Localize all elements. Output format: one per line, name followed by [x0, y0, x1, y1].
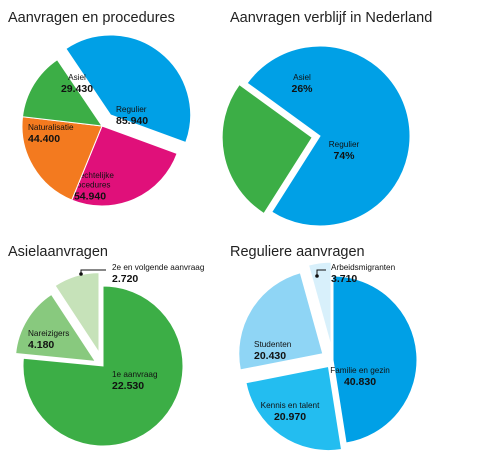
- pie-chart-4: Reguliere aanvragen Familie en gezin 40.83…: [230, 244, 418, 452]
- chart-1-slice-2-label: Gerechtelijke procedures 54.940: [66, 171, 114, 203]
- chart-3-slice-3-label: 2e en volgende aanvraag 2.720: [112, 263, 205, 285]
- chart-1-title: Aanvragen en procedures: [8, 10, 175, 26]
- chart-3-slice-3-leader-dot: [79, 272, 83, 276]
- chart-1-slice-3-label: Naturalisatie 44.400: [28, 123, 74, 145]
- chart-4-title: Reguliere aanvragen: [230, 244, 365, 260]
- chart-4-slice-1: [332, 275, 418, 444]
- chart-1-slice-4-label: Asiel 29.430: [61, 73, 93, 95]
- pie-chart-3: Asielaanvragen 1e aanvraag 22.530 Nareizige…: [8, 244, 205, 447]
- chart-3-slice-2: [15, 293, 97, 362]
- chart-1-slice-4: [21, 58, 104, 127]
- chart-3-title: Asielaanvragen: [8, 244, 108, 260]
- chart-3-slice-1-label: 1e aanvraag 22.530: [112, 370, 158, 392]
- chart-4-slice-2: [245, 365, 343, 452]
- chart-4-slice-2-label: Kennis en talent 20.970: [261, 401, 320, 423]
- chart-2-slice-2-label: Asiel 26%: [291, 73, 313, 95]
- pie-chart-1: Aanvragen en procedures Regulier 85.940 Ger…: [8, 10, 192, 207]
- chart-1-slice-1-label: Regulier 85.940: [116, 105, 148, 127]
- chart-4-slice-4-leader-dot: [315, 274, 319, 278]
- chart-3-slice-3: [54, 272, 100, 355]
- chart-4-slice-1-label: Familie en gezin 40.830: [330, 366, 390, 388]
- pie-chart-2: Aanvragen verblijf in Nederland Regulier 7…: [221, 10, 432, 227]
- chart-4-slice-3-label: Studenten 20.430: [254, 340, 292, 362]
- chart-2-title: Aanvragen verblijf in Nederland: [230, 10, 432, 26]
- chart-2-slice-1-label: Regulier 74%: [329, 140, 360, 162]
- chart-1-slice-2: [71, 125, 178, 207]
- chart-1-slice-3: [21, 116, 103, 201]
- chart-2-slice-2: [221, 83, 313, 215]
- chart-2-slice-1: [246, 45, 411, 227]
- chart-4-slice-4-leader: [316, 269, 326, 276]
- chart-4-slice-4: [307, 261, 332, 347]
- chart-3-slice-1: [22, 285, 184, 447]
- chart-4-slice-3: [238, 272, 324, 371]
- chart-1-slice-1: [65, 34, 192, 144]
- chart-4-slice-4-label: Arbeidsmigranten 3.710: [331, 263, 396, 285]
- chart-3-slice-2-label: Nareizigers 4.180: [28, 329, 69, 351]
